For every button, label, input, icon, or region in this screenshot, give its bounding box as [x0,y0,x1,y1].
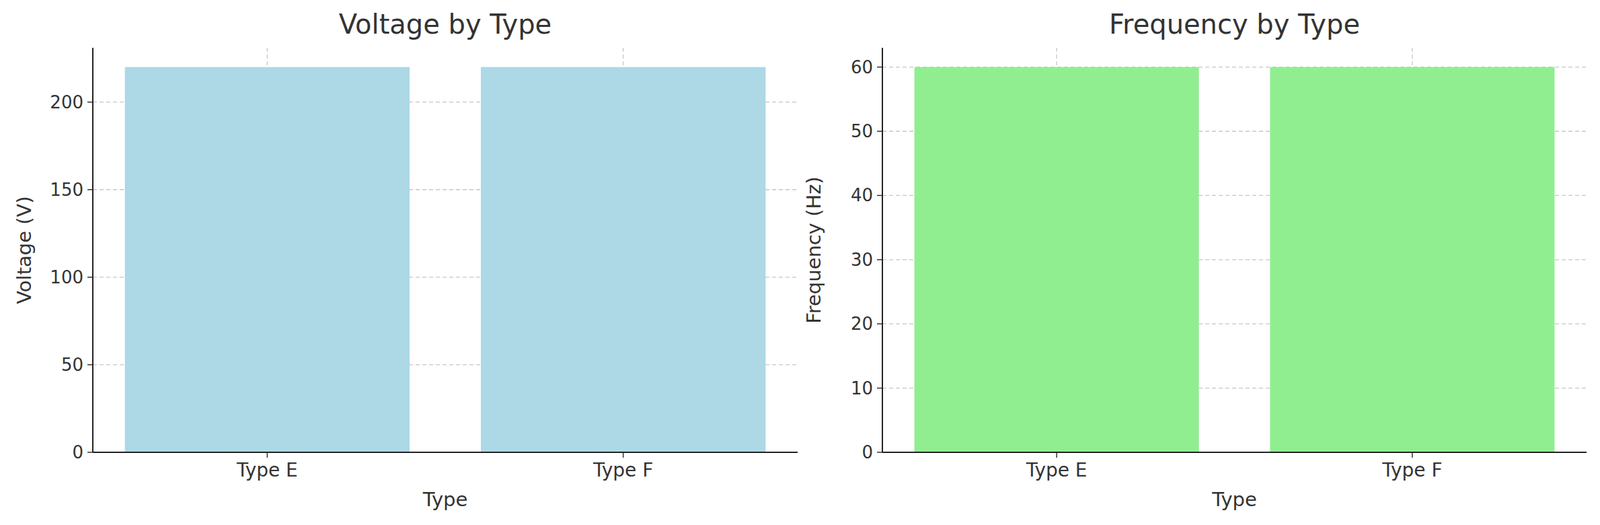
tick-label: 150 [49,179,84,200]
subplot: 0 50 100 150 200 Type E Type F Voltage by Type T… [12,8,798,511]
bar [1269,67,1555,452]
tick-mark [877,130,883,132]
tick-label: 60 [850,57,873,78]
tick-label: 200 [49,92,84,113]
tick-mark [1411,451,1414,458]
tick-mark [87,101,93,103]
tick-label: 100 [49,267,84,288]
tick-mark [877,451,883,453]
y-axis-label: Frequency (Hz) [802,176,826,324]
tick-label: Type E [236,458,298,481]
tick-mark [622,451,625,458]
tick-label: Type F [1381,458,1442,481]
subplot: 0 10 20 30 40 50 60 Type E Type F Frequency by Ty… [802,8,1587,511]
bars [914,67,1555,452]
axis-line [92,47,94,452]
bar [125,67,410,452]
tick-label: 10 [850,377,873,399]
bar [914,67,1200,452]
tick-mark [877,195,883,197]
axis-line [882,451,1587,453]
tick-mark [87,363,93,366]
tick-label: 0 [861,441,873,463]
tick-mark [87,276,93,278]
tick-mark [877,322,883,325]
tick-label: 50 [850,121,873,142]
tick-label: 30 [850,249,873,270]
title: Frequency by Type [1109,8,1360,40]
tick-mark [87,451,93,453]
axis-line [881,47,884,452]
grid-line [882,451,1587,452]
tick-label: Type E [1025,458,1088,481]
tick-label: 50 [61,354,84,375]
tick-label: 40 [850,184,873,206]
tick-mark [877,258,883,261]
tick-mark [877,66,883,68]
y-axis-label: Voltage (V) [12,195,36,304]
title: Voltage by Type [338,8,552,40]
tick-mark [87,188,93,191]
figure: 050100150200Type EType FVoltage by TypeT… [0,0,1600,525]
tick-mark [877,387,883,389]
tick-mark [1055,451,1058,458]
axis-line [92,451,798,453]
bar [480,67,766,452]
tick-label: 20 [850,313,873,334]
x-axis-label: Type [1211,487,1257,511]
grid-line [92,451,798,452]
tick-label: 0 [71,441,84,463]
tick-mark [267,451,269,458]
bars [125,67,767,452]
tick-label: Type F [592,458,654,481]
x-axis-label: Type [422,487,469,511]
